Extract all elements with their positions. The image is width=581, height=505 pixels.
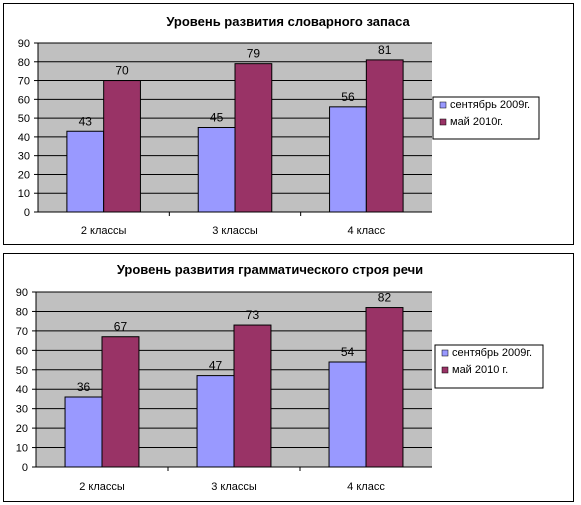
legend-label: май 2010г. (450, 116, 503, 128)
legend (432, 96, 540, 140)
bar-series-2 (101, 336, 140, 468)
y-tick-label: 90 (16, 287, 28, 299)
y-tick-label: 30 (16, 404, 28, 416)
data-label: 70 (115, 64, 129, 78)
bar-series-2 (233, 324, 272, 468)
data-label: 36 (77, 380, 91, 394)
bar-series-1 (64, 396, 103, 468)
legend-swatch-2 (441, 366, 449, 374)
y-tick-label: 90 (18, 38, 30, 50)
data-label: 73 (246, 308, 260, 322)
data-label: 81 (378, 43, 392, 57)
legend-label: сентябрь 2009г. (452, 347, 532, 359)
bar-series-2 (365, 307, 404, 468)
y-tick-label: 60 (16, 345, 28, 357)
bar-series-2 (234, 63, 273, 213)
bar-series-1 (196, 375, 235, 468)
bar-series-1 (66, 130, 105, 213)
bar-series-1 (329, 106, 367, 213)
chart-grammar: Уровень развития грамматического строя р… (3, 253, 574, 502)
y-tick-label: 40 (18, 132, 30, 144)
data-label: 82 (378, 291, 392, 305)
chart-grammar-svg: Уровень развития грамматического строя р… (16, 262, 544, 493)
y-tick-label: 50 (16, 365, 28, 377)
legend-label: май 2010 г. (452, 364, 508, 376)
data-label: 79 (247, 47, 261, 61)
data-label: 45 (210, 111, 224, 125)
chart-title: Уровень развития грамматического строя р… (117, 262, 423, 277)
y-tick-label: 10 (18, 188, 30, 200)
y-tick-label: 10 (16, 443, 28, 455)
y-tick-label: 50 (18, 113, 30, 125)
category-label: 2 классы (79, 481, 125, 493)
legend (434, 344, 544, 389)
chart-title: Уровень развития словарного запаса (166, 14, 410, 29)
bar-series-1 (328, 361, 367, 468)
y-tick-label: 0 (22, 462, 28, 474)
y-tick-label: 40 (16, 384, 28, 396)
chart-vocabulary-svg: Уровень развития словарного запаса 0 10 20… (18, 14, 540, 237)
legend-swatch-2 (439, 118, 447, 126)
category-label: 3 классы (211, 481, 257, 493)
y-tick-label: 70 (16, 326, 28, 338)
y-tick-label: 80 (18, 57, 30, 69)
category-label: 3 классы (212, 225, 258, 237)
y-tick-label: 70 (18, 76, 30, 88)
y-tick-label: 30 (18, 151, 30, 163)
y-tick-label: 80 (16, 306, 28, 318)
bar-series-1 (197, 127, 236, 213)
data-label: 56 (341, 90, 355, 104)
data-label: 54 (341, 345, 355, 359)
legend-label: сентябрь 2009г. (450, 99, 530, 111)
y-tick-label: 60 (18, 94, 30, 106)
chart-vocabulary: Уровень развития словарного запаса 0 10 20… (3, 3, 574, 245)
data-label: 43 (79, 114, 93, 128)
legend-swatch-1 (441, 349, 449, 357)
category-label: 2 классы (81, 225, 127, 237)
data-label: 67 (114, 320, 128, 334)
bar-series-2 (103, 80, 141, 213)
category-label: 4 класс (348, 225, 386, 237)
category-label: 4 класс (347, 481, 385, 493)
y-tick-label: 0 (24, 207, 30, 219)
data-label: 47 (209, 359, 223, 373)
bar-series-2 (365, 59, 404, 213)
y-tick-label: 20 (18, 169, 30, 181)
legend-swatch-1 (439, 101, 447, 109)
y-tick-label: 20 (16, 423, 28, 435)
